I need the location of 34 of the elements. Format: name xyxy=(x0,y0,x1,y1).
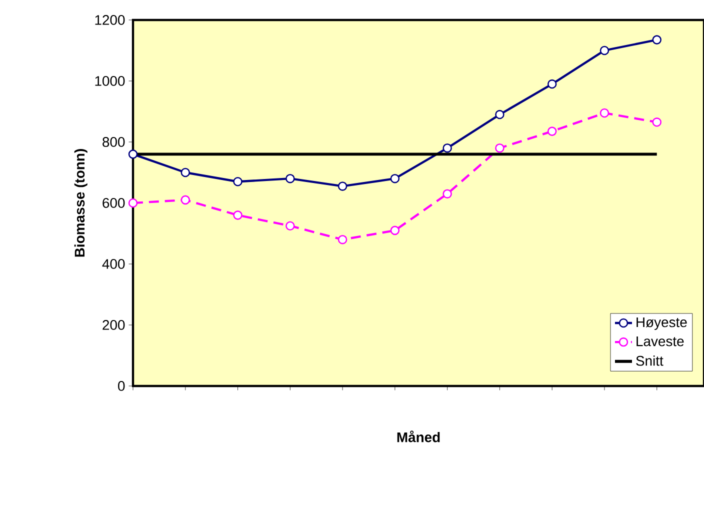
point xyxy=(652,118,662,127)
legend-label: Laveste xyxy=(636,336,684,346)
y-tick-label: 1000 xyxy=(95,76,125,86)
point xyxy=(338,234,348,244)
point xyxy=(180,195,190,205)
point xyxy=(180,168,190,178)
point xyxy=(442,189,452,198)
point xyxy=(286,174,295,184)
point xyxy=(286,221,295,230)
point xyxy=(390,226,400,236)
legend-label: Snitt xyxy=(636,356,664,366)
point xyxy=(547,126,557,136)
y-tick-label: 0 xyxy=(118,381,125,391)
y-tick-label: 800 xyxy=(102,137,125,147)
point xyxy=(338,182,348,191)
point xyxy=(600,46,610,56)
point xyxy=(442,143,452,153)
point xyxy=(390,174,400,184)
y-tick-label: 200 xyxy=(102,320,125,330)
point xyxy=(128,198,138,208)
y-tick-label: 400 xyxy=(102,259,125,269)
legend-label: Høyeste xyxy=(636,317,687,330)
point xyxy=(495,110,504,120)
y-axis-title: Biomasse (tonn) xyxy=(74,149,88,257)
y-tick-label: 600 xyxy=(102,198,125,208)
point xyxy=(128,150,138,159)
point xyxy=(233,177,242,186)
point xyxy=(233,210,242,220)
x-axis-title: Måned xyxy=(397,430,440,442)
point xyxy=(652,35,662,44)
point xyxy=(547,79,557,89)
point xyxy=(600,108,610,118)
point xyxy=(495,143,504,153)
y-tick-label: 1200 xyxy=(95,15,125,25)
